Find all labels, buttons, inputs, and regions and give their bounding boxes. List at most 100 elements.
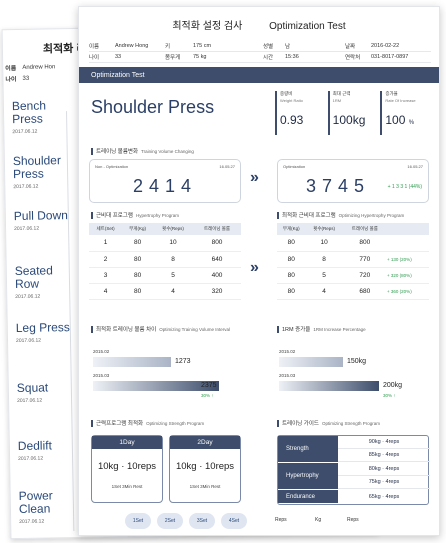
gender-value: 남 [285,44,291,50]
day-weight: 10kg · 10reps [175,461,235,472]
table-row: 3 80 5 400 [89,267,241,284]
interval-increase: 30% ↑ [201,393,214,398]
guide-group-name: Strength [278,436,338,462]
exercise-list-item[interactable]: Leg Press 2017.06.12 [15,320,74,345]
column-label: Reps [275,517,287,523]
rm-increase: 30% ↑ [383,393,396,398]
exercise-date: 2017.06.12 [15,293,41,301]
set-pill[interactable]: 1Set [125,513,151,529]
contact-label: 연락처 [345,55,361,61]
volume-before-card: Non - Optimization 16.05.27 2414 [89,159,241,203]
rm-bar-after [279,381,379,391]
name-value: Andrew Hon [22,63,56,71]
table-row: 80 4 680 + 360 (20%) [277,283,429,300]
guide-value: 80kg · 4reps [338,463,430,476]
guide-group-hypertrophy: Hypertrophy 80kg · 4reps 75kg · 4reps [278,463,430,489]
column-header: 트레이닝 볼륨 [193,223,241,235]
day-weight: 10kg · 10reps [97,461,157,472]
stat-label: 증가율 [385,91,398,96]
age-label: 나이 [5,76,17,84]
volume-before-value: 2414 [132,176,198,196]
interval-bar-after [93,381,219,391]
exercise-date: 2017.06.12 [18,455,44,463]
exercise-list-item[interactable]: Pull Down 2017.06.12 [14,208,72,233]
bar-value: 2375 [201,382,217,389]
set-pill[interactable]: 4Set [221,513,247,529]
hypertrophy-program-table: 세트(Set) 무게(Kg) 횟수(Reps) 트레이닝 볼륨 1 80 10 800… [89,223,241,300]
stat-increase-rate: 증가율 Rate Of Increase 100 % [380,91,433,135]
time-label: 시간 [263,55,274,61]
exercise-date: 2017.06.12 [17,397,43,405]
table-row: 4 80 4 320 [89,283,241,300]
exercise-name: Shoulder Press [12,153,62,182]
chevron-right-icon: » [250,259,259,276]
exercise-list-item[interactable]: Power Clean 2017.06.12 [18,488,78,525]
optimized-program-table: 무게(Kg) 횟수(Reps) 트레이닝 볼륨 80 10 800 80 8 770 + … [277,223,429,300]
column-header: 횟수(Reps) [152,223,194,235]
name-label: 이름 [5,65,17,73]
report-title-english: Optimization Test [269,21,346,32]
table-row: 80 8 770 + 130 (20%) [277,251,429,268]
volume-after-value: 3745 [305,176,371,196]
report-title: 최적화 설정 검사 Optimization Test [79,17,439,32]
column-label: Reps [347,517,359,523]
report-title-korean: 최적화 설정 검사 [172,21,243,32]
program-section-heading: 근비대 프로그램 Hypertrophy Program [91,211,179,219]
exercise-list-item[interactable]: Dedlift 2017.06.12 [18,438,76,463]
exercise-date: 2017.06.12 [15,337,42,345]
age-value: 33 [22,75,30,82]
exercise-name: Power Clean [18,488,53,517]
table-row: 80 10 800 [277,235,429,252]
bar-label: 2015.02 [93,349,110,354]
column-header: 트레이닝 볼륨 [342,223,388,235]
exercise-name: Seated Row [14,263,53,292]
set-pill[interactable]: 3Set [189,513,215,529]
bar-value: 150kg [347,358,367,365]
bar-value: 200kg [383,382,403,389]
volume-after-card: Optimization 16.05.27 3745 + 1 3 3 1 (44%… [277,159,429,203]
volume-before-date: 16.05.27 [219,164,235,169]
guide-value: 75kg · 4reps [338,476,430,489]
time-value: 15:36 [285,54,299,60]
strength-section-heading: 근력프로그램 최적화 Optimizing Strength Program [91,419,204,427]
bar-value: 1273 [175,358,191,365]
section-banner: Optimization Test [79,67,439,83]
rm-bar-before [279,357,343,367]
exercise-list-item[interactable]: Seated Row 2017.06.12 [14,263,74,301]
column-label: Kg [315,517,322,523]
stat-value: 100kg [332,113,366,127]
exercise-list-item[interactable]: Bench Press 2017.06.12 [11,98,71,135]
height-label: 키 [165,44,171,50]
set-pill[interactable]: 2Set [157,513,183,529]
bar-label: 2015.02 [279,349,296,354]
stats-summary: 중량비 Weight Ratio 0.93 최대 근력 1RM 100kg 증가… [275,91,433,135]
date-label: 날짜 [345,44,356,50]
day-card[interactable]: 1Day 10kg · 10reps 1Set 3Min Rest [91,435,163,503]
name-value: Andrew Hong [115,43,149,49]
stat-sublabel: Rate Of Increase [385,98,416,103]
gender-label: 성별 [263,44,274,50]
exercise-name: Bench Press [11,98,47,127]
guide-section-heading: 트레이닝 가이드 Optimizing Strength Program [277,419,380,427]
exercise-list-item[interactable]: Squat 2017.06.12 [17,380,75,405]
table-row: 80 5 720 + 320 (80%) [277,267,429,284]
rm-section-heading: 1RM 증가율 1RM Increase Percentage [277,325,366,333]
set-selector: 1Set 2Set 3Set 4Set [125,513,247,529]
exercise-date: 2017.06.12 [13,183,39,191]
exercise-title: Shoulder Press [91,97,215,117]
day-rest: 1Set 3Min Rest [111,484,143,489]
exercise-date: 2017.06.12 [14,225,40,233]
day-title: 1Day [92,436,162,449]
stat-label: 최대 근력 [332,91,351,96]
table-row: 1 80 10 800 [89,235,241,252]
exercise-list-item[interactable]: Shoulder Press 2017.06.12 [12,153,72,191]
volume-increase: + 1 3 3 1 (44%) [387,184,422,190]
stat-weight-ratio: 중량비 Weight Ratio 0.93 [275,91,328,135]
optimization-report-sheet: 최적화 설정 검사 Optimization Test 이름 Andrew Ho… [78,6,440,536]
guide-value: 65kg · 4reps [368,493,400,500]
day-card[interactable]: 2Day 10kg · 10reps 1Set 3Min Rest [169,435,241,503]
stat-value: 0.93 [280,113,304,127]
back-info-block: 이름 Andrew Hon 나이 33 [5,61,69,84]
bar-label: 2015.03 [279,373,296,378]
guide-value: 90kg · 4reps [338,436,430,449]
